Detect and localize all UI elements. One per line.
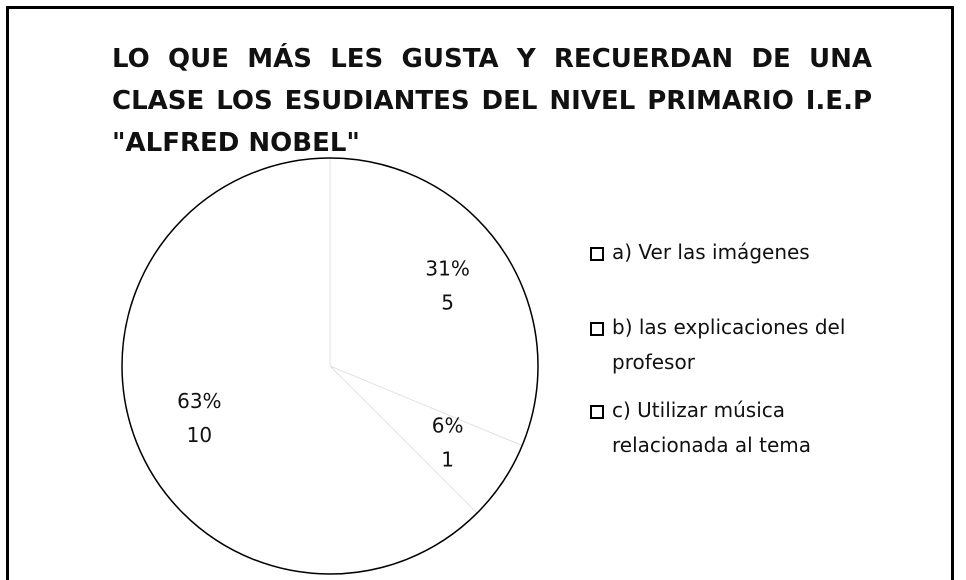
value-label: 5 xyxy=(441,290,454,314)
percent-label: 6% xyxy=(432,414,464,438)
chart-title: LO QUE MÁS LES GUSTA Y RECUERDAN DE UNA … xyxy=(112,44,872,158)
value-label: 1 xyxy=(441,448,454,472)
legend-swatch xyxy=(590,247,604,261)
legend-label: a) Ver las imágenes xyxy=(612,240,810,264)
frame xyxy=(6,6,954,580)
legend-item: a) Ver las imágenes xyxy=(590,235,902,270)
legend-item: c) Utilizar música relacionada al tema xyxy=(590,393,902,463)
legend-swatch xyxy=(590,405,604,419)
percent-label: 31% xyxy=(425,256,469,280)
pie-outline xyxy=(121,157,539,575)
legend-label: b) las explicaciones del profesor xyxy=(612,315,846,374)
value-label: 10 xyxy=(187,423,212,447)
legend-item: b) las explicaciones del profesor xyxy=(590,310,902,380)
legend-swatch xyxy=(590,322,604,336)
percent-label: 63% xyxy=(177,389,221,413)
legend-label: c) Utilizar música relacionada al tema xyxy=(612,398,811,457)
